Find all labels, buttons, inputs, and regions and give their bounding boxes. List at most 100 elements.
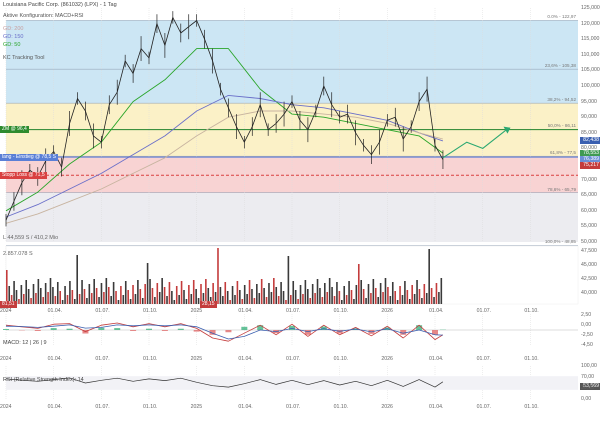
- volume-bar-73: [183, 290, 185, 304]
- volume-bar-96: [239, 290, 241, 304]
- legend-gd200[interactable]: GD: 200: [3, 27, 23, 33]
- volume-bar-92: [229, 300, 231, 304]
- volume-bar-99: [246, 294, 248, 304]
- volume-bar-153: [377, 297, 379, 304]
- rsi-tick-2: 30,00: [581, 385, 594, 391]
- volume-bar-12: [35, 293, 37, 304]
- volume-bar-49: [125, 281, 127, 304]
- volume-bar-125: [309, 298, 311, 304]
- volume-bar-23: [62, 300, 64, 304]
- volume-bar-87: [217, 248, 219, 304]
- macd-hist-0: [3, 329, 9, 330]
- x-label-2-10: 01.07.: [477, 404, 491, 410]
- chart-title: Louisiana Pacific Corp. (861032) (LPX) -…: [3, 3, 117, 9]
- volume-bar-140: [346, 295, 348, 304]
- macd-hist-4: [67, 329, 73, 330]
- volume-bar-173: [426, 293, 428, 304]
- volume-bar-50: [127, 290, 129, 304]
- volume-bar-91: [227, 291, 229, 304]
- volume-bar-42: [108, 287, 110, 304]
- volume-bar-108: [268, 283, 270, 304]
- macd-hist-2: [35, 330, 41, 331]
- x-label-2-4: 2025: [191, 404, 203, 410]
- volume-bar-167: [411, 285, 413, 304]
- x-label-0-1: 01.04.: [48, 308, 62, 314]
- volume-bar-63: [159, 292, 161, 304]
- volume-bar-122: [302, 294, 304, 304]
- volume-bar-123: [305, 280, 307, 304]
- price-tick-4: 105,000: [581, 67, 600, 73]
- x-label-0-5: 01.04.: [238, 308, 252, 314]
- volume-bar-29: [76, 255, 78, 304]
- volume-bar-28: [74, 299, 76, 304]
- annotation-tag-1: lang - Einstieg @ 78,5 S: [0, 154, 58, 161]
- fib-label-5: 78,6% - 65,79: [480, 187, 576, 192]
- volume-bar-120: [297, 299, 299, 304]
- volume-bar-116: [288, 256, 290, 304]
- fib-label-6: 100,0% - 48,85: [480, 239, 576, 244]
- volume-bar-100: [249, 280, 251, 304]
- volume-bar-150: [370, 293, 372, 304]
- volume-bar-111: [275, 287, 277, 304]
- volume-bar-107: [266, 297, 268, 304]
- volume-bar-131: [324, 283, 326, 304]
- annotation-tag-0: ZM @ 96,4: [0, 126, 29, 133]
- volume-bar-68: [171, 291, 173, 304]
- volume-bar-7: [23, 294, 25, 304]
- macd-hist-19: [305, 330, 311, 335]
- volume-bar-39: [101, 283, 103, 304]
- x-label-0-9: 01.04.: [429, 308, 443, 314]
- x-label-2-7: 01.10.: [334, 404, 348, 410]
- x-label-2-0: 2024: [0, 404, 12, 410]
- fib-label-4: 61,8% - 77,5: [480, 150, 576, 155]
- volume-bar-18: [50, 278, 52, 304]
- volume-bar-97: [241, 299, 243, 304]
- volume-bar-16: [45, 283, 47, 304]
- macd-line: [6, 323, 443, 341]
- volume-bar-138: [341, 300, 343, 304]
- volume-bar-93: [232, 286, 234, 304]
- volume-bar-67: [169, 282, 171, 304]
- macd-hist-14: [225, 330, 231, 332]
- volume-bar-162: [399, 286, 401, 304]
- volume-bar-8: [25, 280, 27, 304]
- volume-bar-77: [193, 280, 195, 304]
- price-tick-0: 125,000: [581, 5, 600, 11]
- price-tag-3: 75,217: [580, 162, 600, 169]
- price-tick-7: 90,000: [581, 114, 597, 120]
- volume-bar-25: [67, 295, 69, 304]
- macd-hist-15: [241, 327, 247, 330]
- vol-marker-mid: 28,15: [200, 301, 217, 308]
- volume-bar-43: [110, 296, 112, 304]
- volume-bar-128: [317, 279, 319, 304]
- volume-bar-22: [59, 291, 61, 304]
- volume-bar-21: [57, 282, 59, 304]
- volume-bar-32: [84, 289, 86, 304]
- volume-bar-132: [326, 292, 328, 304]
- volume-bar-105: [261, 279, 263, 304]
- volume-bar-129: [319, 288, 321, 304]
- macd-tick-3: -4,50: [581, 342, 593, 348]
- macd-hist-12: [194, 330, 200, 332]
- macd-hist-7: [114, 328, 120, 330]
- macd-tick-0: 2,50: [581, 312, 591, 318]
- x-label-2-3: 01.10.: [143, 404, 157, 410]
- volume-bar-48: [123, 295, 125, 304]
- volume-bar-177: [436, 283, 438, 304]
- volume-bar-157: [387, 287, 389, 304]
- volume-bar-133: [329, 278, 331, 304]
- volume-bar-165: [407, 290, 409, 304]
- volume-bar-30: [79, 294, 81, 304]
- volume-bar-65: [164, 287, 166, 304]
- volume-bar-176: [433, 297, 435, 304]
- price-tick-5: 100,000: [581, 83, 600, 89]
- x-label-1-5: 01.04.: [238, 356, 252, 362]
- volume-bar-161: [397, 300, 399, 304]
- rsi-tick-1: 70,00: [581, 374, 594, 380]
- legend-gd150[interactable]: GD: 150: [3, 35, 23, 41]
- x-label-0-6: 01.07.: [286, 308, 300, 314]
- rsi-tick-3: 0,00: [581, 396, 591, 402]
- volume-bar-89: [222, 296, 224, 304]
- tracking-tool-label[interactable]: KC Tracking Tool: [3, 56, 44, 62]
- legend-gd50[interactable]: GD: 50: [3, 43, 20, 49]
